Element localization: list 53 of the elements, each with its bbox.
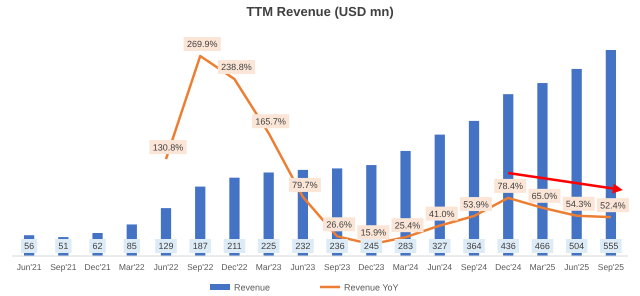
data-label: 78.4% <box>497 181 523 192</box>
x-tick-label: Sep'22 <box>187 262 214 272</box>
legend-label: Revenue YoY <box>344 282 399 292</box>
chart-title: TTM Revenue (USD mn) <box>246 4 394 19</box>
data-label: 15.9% <box>360 227 386 238</box>
data-label: 283 <box>398 241 414 252</box>
data-label: 56 <box>24 241 34 252</box>
data-label: 51 <box>58 241 68 252</box>
data-label: 26.6% <box>326 219 352 230</box>
data-label: 65.0% <box>532 191 558 202</box>
x-tick-label: Sep'23 <box>324 262 350 272</box>
x-tick-label: Dec'21 <box>84 262 111 272</box>
data-label: 52.4% <box>600 200 626 210</box>
data-label: 41.0% <box>429 208 455 219</box>
x-tick-label: Jun'23 <box>290 262 316 272</box>
data-label: 62 <box>92 241 103 252</box>
data-label: 269.9% <box>186 39 218 50</box>
x-tick-label: Jun'22 <box>154 262 179 272</box>
x-tick-label: Jun'21 <box>16 262 42 272</box>
data-label: 165.7% <box>255 116 286 126</box>
data-label: 232 <box>295 241 310 252</box>
data-label: 130.8% <box>152 142 184 152</box>
x-tick-label: Dec'23 <box>358 262 385 272</box>
x-tick-label: Jun'25 <box>564 262 590 272</box>
x-tick-label: Jun'24 <box>427 262 452 272</box>
legend-label: Revenue <box>234 282 270 292</box>
x-tick-label: Sep'24 <box>460 262 488 272</box>
data-label: 129 <box>158 241 174 252</box>
data-label: 238.8% <box>221 62 252 72</box>
data-label: 25.4% <box>394 220 420 230</box>
x-tick-label: Mar'24 <box>392 262 419 272</box>
data-label: 555 <box>603 241 618 252</box>
x-tick-label: Mar'23 <box>256 262 282 272</box>
x-tick-label: Sep'25 <box>598 262 624 272</box>
data-label: 236 <box>330 241 345 252</box>
data-label: 187 <box>192 241 208 252</box>
data-label: 225 <box>261 241 276 252</box>
x-tick-label: Mar'25 <box>530 262 556 272</box>
data-label: 85 <box>126 241 137 252</box>
x-tick-label: Dec'22 <box>221 262 248 272</box>
data-label: 245 <box>364 241 379 252</box>
data-label: 504 <box>569 241 584 252</box>
data-label: 436 <box>500 241 516 252</box>
x-tick-label: Mar'22 <box>118 262 145 272</box>
data-label: 79.7% <box>292 180 318 190</box>
x-tick-label: Sep'21 <box>50 262 77 272</box>
data-label: 364 <box>466 241 482 252</box>
data-label: 53.9% <box>463 199 489 210</box>
data-label: 466 <box>534 241 550 252</box>
data-label: 54.3% <box>566 198 592 209</box>
data-label: 327 <box>432 241 448 252</box>
x-tick-label: Dec'24 <box>495 262 522 272</box>
data-label: 211 <box>227 241 242 252</box>
